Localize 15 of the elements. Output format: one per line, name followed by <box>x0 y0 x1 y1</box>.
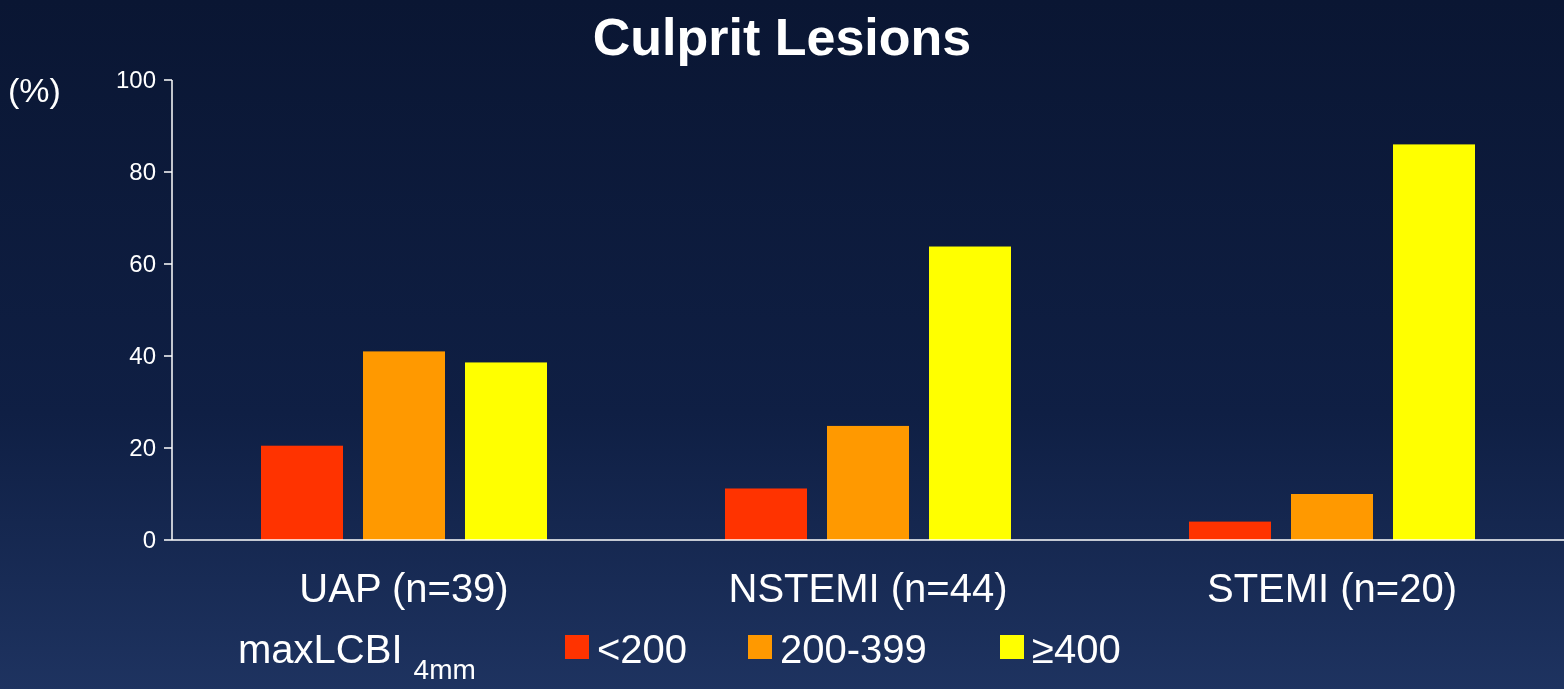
legend-label: 200-399 <box>780 627 927 671</box>
legend-label: <200 <box>597 627 688 671</box>
legend-label: ≥400 <box>1032 627 1121 671</box>
y-tick-label: 80 <box>129 158 156 186</box>
x-tick-label: STEMI (n=20) <box>1206 566 1458 610</box>
y-tick-label: 60 <box>129 250 156 278</box>
chart-title: Culprit Lesions <box>592 8 972 66</box>
y-tick-label: 0 <box>142 526 156 554</box>
y-tick-label: 20 <box>129 434 156 462</box>
y-tick-label: 100 <box>115 66 156 94</box>
x-tick-label: UAP (n=39) <box>299 566 509 610</box>
legend-title: maxLCBI $_{4mm}$ <box>238 627 476 685</box>
y-tick-label: 40 <box>129 342 156 370</box>
x-tick-label: NSTEMI (n=44) <box>728 566 1008 610</box>
y-axis-title: (%) <box>8 71 61 109</box>
